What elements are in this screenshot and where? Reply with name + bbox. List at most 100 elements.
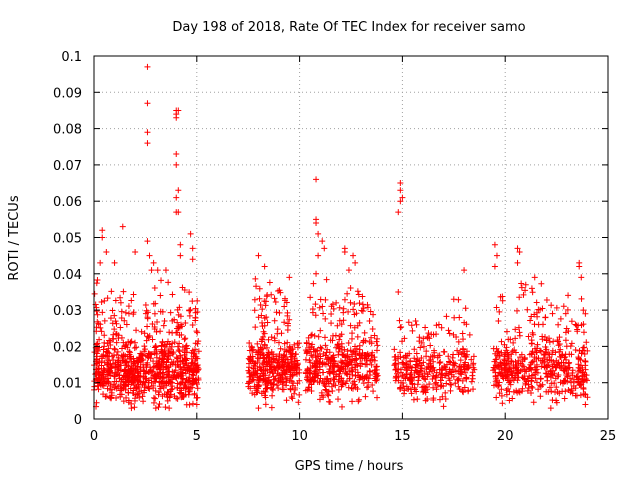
data-point [132,395,139,402]
data-point [304,367,311,374]
data-point [373,363,380,370]
data-point [101,343,108,350]
data-point [263,355,270,362]
data-point [118,308,125,315]
data-point [334,362,341,369]
data-point [182,355,189,362]
data-point [171,316,178,323]
data-point [192,346,199,353]
data-point [98,298,105,305]
data-point [317,296,324,303]
data-point [182,343,189,350]
data-point [345,384,352,391]
data-point [507,336,514,343]
chart-title: Day 198 of 2018, Rate Of TEC Index for r… [172,20,525,35]
data-point [461,267,468,274]
data-point [412,317,419,324]
data-point [568,379,575,386]
data-point [568,351,575,358]
data-point [275,356,282,363]
data-point [535,321,542,328]
data-point [565,292,572,299]
data-point [275,385,282,392]
data-point [252,370,259,377]
data-point [176,348,183,355]
data-point [495,317,502,324]
data-point [279,358,286,365]
data-point [408,390,415,397]
data-point [336,304,343,311]
data-point [328,303,335,310]
data-point [276,309,283,316]
data-point [154,267,161,274]
data-point [539,333,546,340]
data-point [173,161,180,168]
data-point [498,349,505,356]
data-point [328,311,335,318]
data-point [432,374,439,381]
data-point [189,321,196,328]
data-point [392,377,399,384]
data-point [348,335,355,342]
data-point [99,227,106,234]
data-point [354,369,361,376]
data-point [152,373,159,380]
data-point [503,328,510,335]
data-point [417,344,424,351]
data-point [246,339,253,346]
data-point [282,371,289,378]
data-point [430,364,437,371]
data-point [502,365,509,372]
data-point [548,302,555,309]
data-point [309,331,316,338]
data-point [506,388,513,395]
data-point [327,370,334,377]
data-point [575,322,582,329]
data-point [110,352,117,359]
data-point [321,382,328,389]
data-point [294,360,301,367]
data-point [145,334,152,341]
data-point [188,366,195,373]
data-point [454,376,461,383]
data-point [322,342,329,349]
data-point [464,351,471,358]
data-point [562,337,569,344]
data-point [364,361,371,368]
data-point [518,284,525,291]
data-point [446,358,453,365]
data-point [120,288,127,295]
data-point [543,336,550,343]
data-point [284,320,291,327]
data-point [159,339,166,346]
data-point [345,308,352,315]
data-point [111,259,118,266]
data-point [574,326,581,333]
data-point [262,302,269,309]
data-point [264,319,271,326]
data-point [555,360,562,367]
data-point [539,305,546,312]
data-point [516,294,523,301]
data-point [175,107,182,114]
data-point [456,385,463,392]
data-point [165,374,172,381]
data-point [409,381,416,388]
data-point [336,336,343,343]
data-point [148,367,155,374]
data-point [163,359,170,366]
data-point [129,390,136,397]
data-point [447,368,454,375]
data-point [345,267,352,274]
data-point [97,324,104,331]
data-point [411,355,418,362]
data-point [435,321,442,328]
data-point [493,394,500,401]
data-point [285,363,292,370]
data-point [156,383,163,390]
data-point [424,333,431,340]
data-point [269,392,276,399]
data-point [276,362,283,369]
data-point [171,369,178,376]
data-point [441,363,448,370]
